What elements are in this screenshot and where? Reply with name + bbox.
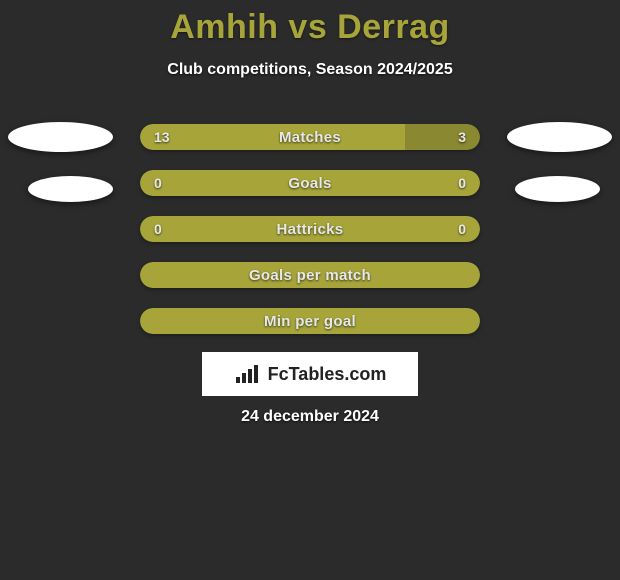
stat-bar-matches: 13 Matches 3 (140, 124, 480, 150)
stat-bar-min-per-goal: Min per goal (140, 308, 480, 334)
stat-bar-goals: 0 Goals 0 (140, 170, 480, 196)
page-subtitle: Club competitions, Season 2024/2025 (0, 61, 620, 79)
stat-bar-right-value: 3 (458, 124, 466, 150)
stat-rows: 13 Matches 3 0 Goals 0 0 Hattricks 0 Goa… (140, 124, 480, 354)
stat-bar-hattricks: 0 Hattricks 0 (140, 216, 480, 242)
player-right-avatar-2 (515, 176, 600, 202)
logo-text: FcTables.com (268, 364, 387, 385)
player-left-avatar-1 (8, 122, 113, 152)
stat-bar-label: Matches (140, 124, 480, 150)
stat-bar-goals-per-match: Goals per match (140, 262, 480, 288)
stat-bar-right-value: 0 (458, 216, 466, 242)
player-right-avatar-1 (507, 122, 612, 152)
page-title: Amhih vs Derrag (0, 0, 620, 47)
stat-bar-label: Goals per match (140, 262, 480, 288)
stat-bar-label: Hattricks (140, 216, 480, 242)
stat-bar-label: Min per goal (140, 308, 480, 334)
logo-box[interactable]: FcTables.com (202, 352, 418, 396)
stat-bar-right-value: 0 (458, 170, 466, 196)
date-label: 24 december 2024 (0, 408, 620, 426)
stat-bar-label: Goals (140, 170, 480, 196)
player-left-avatar-2 (28, 176, 113, 202)
root: Amhih vs Derrag Club competitions, Seaso… (0, 0, 620, 580)
bar-chart-icon (234, 363, 262, 385)
